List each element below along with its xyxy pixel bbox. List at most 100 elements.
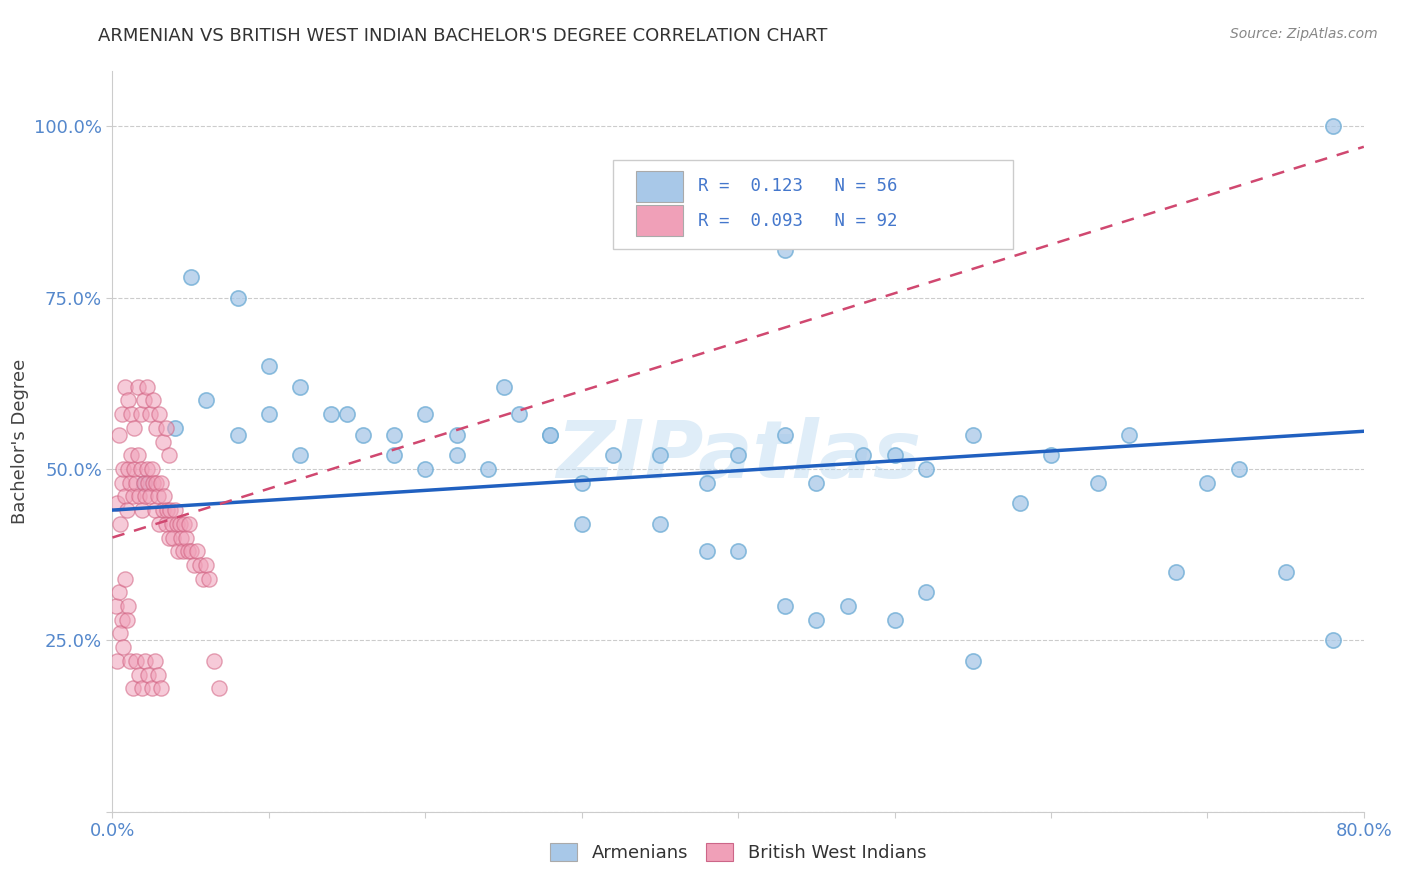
Point xyxy=(773,599,796,613)
Point xyxy=(1166,565,1188,579)
Point xyxy=(157,531,180,545)
Point xyxy=(198,572,221,586)
Point xyxy=(107,585,129,599)
Point xyxy=(174,531,197,545)
Point xyxy=(571,475,593,490)
Point xyxy=(138,667,160,681)
Point xyxy=(446,448,468,462)
Point xyxy=(257,359,280,373)
Point xyxy=(508,407,530,421)
Point xyxy=(602,448,624,462)
Point xyxy=(195,393,218,408)
Text: ARMENIAN VS BRITISH WEST INDIAN BACHELOR'S DEGREE CORRELATION CHART: ARMENIAN VS BRITISH WEST INDIAN BACHELOR… xyxy=(98,27,828,45)
Y-axis label: Bachelor's Degree: Bachelor's Degree xyxy=(10,359,28,524)
Point xyxy=(1274,565,1296,579)
Point xyxy=(696,544,718,558)
Point xyxy=(127,380,149,394)
Point xyxy=(114,380,136,394)
FancyBboxPatch shape xyxy=(613,161,1014,249)
Point xyxy=(156,503,179,517)
Point xyxy=(186,544,208,558)
Point xyxy=(143,503,166,517)
Point xyxy=(166,516,188,531)
Point xyxy=(477,462,499,476)
Point xyxy=(226,291,249,305)
Point xyxy=(415,407,437,421)
Point xyxy=(962,427,984,442)
Point xyxy=(125,654,148,668)
Point xyxy=(152,434,174,449)
Point xyxy=(352,427,374,442)
Point xyxy=(172,544,194,558)
Bar xyxy=(636,170,683,202)
Point xyxy=(149,475,172,490)
Point xyxy=(143,654,166,668)
Point xyxy=(160,516,183,531)
Point xyxy=(806,475,828,490)
Point xyxy=(180,270,202,285)
Point xyxy=(202,654,225,668)
Point xyxy=(837,599,859,613)
Point xyxy=(141,462,163,476)
Point xyxy=(127,448,149,462)
Point xyxy=(1039,448,1063,462)
Point xyxy=(173,516,195,531)
Point xyxy=(128,667,150,681)
Point xyxy=(115,613,138,627)
Point xyxy=(806,613,828,627)
Point xyxy=(114,489,136,503)
Point xyxy=(118,475,141,490)
Point xyxy=(105,496,128,510)
Point xyxy=(107,427,129,442)
Point xyxy=(648,516,671,531)
Point xyxy=(1322,633,1344,648)
Point xyxy=(492,380,515,394)
Point xyxy=(149,681,172,696)
Legend: Armenians, British West Indians: Armenians, British West Indians xyxy=(543,836,934,870)
Point xyxy=(148,516,170,531)
Point xyxy=(135,380,157,394)
Text: ZIPatlas: ZIPatlas xyxy=(555,417,921,495)
Point xyxy=(129,462,152,476)
Point xyxy=(117,393,139,408)
Point xyxy=(120,407,142,421)
Point xyxy=(1118,427,1140,442)
Point xyxy=(382,427,405,442)
Point xyxy=(180,544,202,558)
Point xyxy=(167,544,190,558)
Point xyxy=(131,681,153,696)
Point xyxy=(163,421,186,435)
Point xyxy=(226,427,249,442)
Point xyxy=(134,489,156,503)
Point xyxy=(915,585,938,599)
Point xyxy=(111,613,134,627)
Point xyxy=(124,421,146,435)
Point xyxy=(145,475,167,490)
Point xyxy=(125,475,148,490)
Point xyxy=(117,599,139,613)
Point xyxy=(1087,475,1109,490)
Point xyxy=(132,393,155,408)
Point xyxy=(540,427,562,442)
Point xyxy=(112,462,135,476)
Point xyxy=(773,243,796,257)
Point xyxy=(152,503,174,517)
Point xyxy=(111,407,134,421)
Point xyxy=(132,475,155,490)
Point xyxy=(648,448,671,462)
Point xyxy=(110,516,132,531)
Point xyxy=(131,503,153,517)
Point xyxy=(146,489,169,503)
Point xyxy=(132,475,155,490)
Point xyxy=(1008,496,1031,510)
Point xyxy=(118,654,141,668)
Point xyxy=(169,516,191,531)
Point xyxy=(176,544,198,558)
Point xyxy=(170,531,193,545)
Point xyxy=(193,572,215,586)
Text: R =  0.093   N = 92: R = 0.093 N = 92 xyxy=(699,212,897,230)
Point xyxy=(121,489,143,503)
Point xyxy=(415,462,437,476)
Point xyxy=(179,516,201,531)
Point xyxy=(129,407,152,421)
